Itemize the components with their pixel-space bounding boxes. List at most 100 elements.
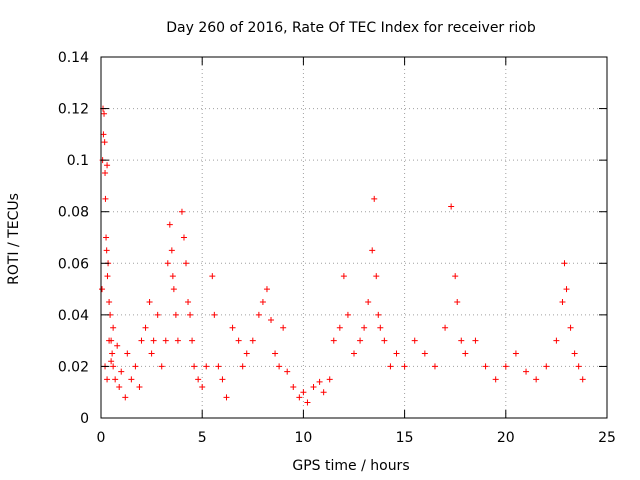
data-point — [276, 363, 283, 370]
data-point — [189, 337, 196, 344]
data-point — [361, 324, 368, 331]
data-point — [158, 363, 165, 370]
data-point — [203, 363, 210, 370]
axis-ticks: 0 5 10 15 20 25 0 0.02 0.04 0.06 0.08 0.1 0.12 0.14 — [58, 50, 616, 446]
x-tick-label: 5 — [198, 430, 207, 446]
data-point — [458, 337, 465, 344]
data-point — [172, 311, 179, 318]
data-point — [223, 394, 230, 401]
data-point — [512, 350, 519, 357]
data-point — [112, 376, 119, 383]
data-point — [442, 324, 449, 331]
data-point — [492, 376, 499, 383]
data-point — [199, 384, 206, 391]
data-point — [259, 298, 266, 305]
data-point — [209, 273, 216, 280]
data-point — [138, 337, 145, 344]
x-tick-label: 0 — [97, 430, 106, 446]
data-point — [375, 311, 382, 318]
data-point — [280, 324, 287, 331]
data-point — [462, 350, 469, 357]
data-point — [553, 337, 560, 344]
data-point — [106, 337, 113, 344]
data-point — [136, 384, 143, 391]
data-point — [146, 298, 153, 305]
data-point — [150, 337, 157, 344]
data-point — [229, 324, 236, 331]
data-point — [421, 350, 428, 357]
y-tick-label: 0 — [80, 411, 89, 427]
x-axis-label: GPS time / hours — [292, 458, 409, 474]
data-point — [122, 394, 129, 401]
data-point — [320, 389, 327, 396]
data-point — [369, 247, 376, 254]
x-tick-label: 10 — [294, 430, 312, 446]
data-point — [243, 350, 250, 357]
data-point — [454, 298, 461, 305]
y-tick-label: 0.1 — [67, 153, 89, 169]
data-point — [114, 342, 121, 349]
data-point — [472, 337, 479, 344]
data-point — [110, 324, 117, 331]
data-point — [543, 363, 550, 370]
data-point — [357, 337, 364, 344]
y-tick-label: 0.08 — [58, 205, 89, 221]
data-point — [304, 399, 311, 406]
data-point — [180, 234, 187, 241]
y-axis-label: ROTI / TECUs — [6, 193, 22, 285]
data-point — [373, 273, 380, 280]
x-tick-label: 20 — [497, 430, 515, 446]
data-point — [166, 221, 173, 228]
y-tick-label: 0.02 — [58, 359, 89, 375]
data-point — [411, 337, 418, 344]
data-points — [99, 105, 586, 406]
data-point — [109, 350, 116, 357]
data-point — [533, 376, 540, 383]
y-tick-label: 0.12 — [58, 102, 89, 118]
data-point — [101, 139, 108, 146]
data-point — [118, 368, 125, 375]
data-point — [99, 286, 106, 293]
data-point — [263, 286, 270, 293]
data-point — [104, 162, 111, 169]
data-point — [211, 311, 218, 318]
data-point — [164, 260, 171, 267]
chart-title: Day 260 of 2016, Rate Of TEC Index for r… — [166, 20, 536, 36]
data-point — [187, 311, 194, 318]
data-point — [106, 298, 113, 305]
data-point — [104, 273, 111, 280]
data-point — [448, 203, 455, 210]
grid-lines — [101, 57, 607, 418]
y-tick-label: 0.06 — [58, 256, 89, 272]
data-point — [575, 363, 582, 370]
data-point — [523, 368, 530, 375]
data-point — [567, 324, 574, 331]
data-point — [300, 389, 307, 396]
data-point — [102, 195, 109, 202]
data-point — [124, 350, 131, 357]
data-point — [185, 298, 192, 305]
data-point — [377, 324, 384, 331]
data-point — [255, 311, 262, 318]
data-point — [170, 286, 177, 293]
data-point — [559, 298, 566, 305]
data-point — [393, 350, 400, 357]
data-point — [169, 273, 176, 280]
data-point — [310, 384, 317, 391]
data-point — [482, 363, 489, 370]
data-point — [183, 260, 190, 267]
data-point — [219, 376, 226, 383]
data-point — [191, 363, 198, 370]
data-point — [132, 363, 139, 370]
x-tick-label: 25 — [598, 430, 616, 446]
data-point — [381, 337, 388, 344]
data-point — [296, 394, 303, 401]
x-tick-label: 15 — [396, 430, 414, 446]
y-tick-label: 0.04 — [58, 308, 89, 324]
data-point — [571, 350, 578, 357]
data-point — [128, 376, 135, 383]
data-point — [162, 337, 169, 344]
data-point — [316, 378, 323, 385]
data-point — [284, 368, 291, 375]
data-point — [268, 317, 275, 324]
